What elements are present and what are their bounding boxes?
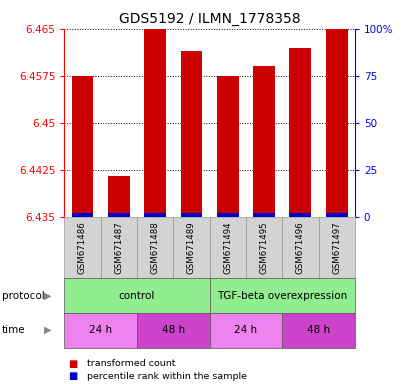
Text: ▶: ▶ [44,325,51,335]
Text: 24 h: 24 h [234,325,257,335]
Text: control: control [119,291,155,301]
Text: 48 h: 48 h [162,325,185,335]
Bar [326,213,348,217]
Text: TGF-beta overexpression: TGF-beta overexpression [217,291,347,301]
Text: transformed count: transformed count [87,359,176,368]
Bar [253,213,275,217]
Text: GSM671486: GSM671486 [78,221,87,274]
Bar [253,66,275,217]
Text: time: time [2,325,26,335]
Bar [71,76,93,217]
Bar [144,29,166,217]
Bar [181,213,203,217]
Bar [217,213,239,217]
Bar [144,213,166,217]
Text: percentile rank within the sample: percentile rank within the sample [87,372,247,381]
Text: GSM671496: GSM671496 [296,221,305,274]
Text: GSM671489: GSM671489 [187,221,196,274]
Text: GSM671494: GSM671494 [223,221,232,274]
Bar [326,29,348,217]
Bar [108,176,130,217]
Text: 24 h: 24 h [89,325,112,335]
Bar [290,48,311,217]
Text: GSM671487: GSM671487 [114,221,123,274]
Bar [71,213,93,217]
Text: GSM671488: GSM671488 [151,221,160,274]
Text: GSM671495: GSM671495 [259,221,269,274]
Bar [217,76,239,217]
Text: ■: ■ [68,371,78,381]
Title: GDS5192 / ILMN_1778358: GDS5192 / ILMN_1778358 [119,12,300,26]
Bar [290,213,311,217]
Text: GSM671497: GSM671497 [332,221,341,274]
Bar [108,213,130,217]
Text: ▶: ▶ [44,291,51,301]
Bar [181,51,203,217]
Text: 48 h: 48 h [307,325,330,335]
Text: ■: ■ [68,359,78,369]
Text: protocol: protocol [2,291,45,301]
